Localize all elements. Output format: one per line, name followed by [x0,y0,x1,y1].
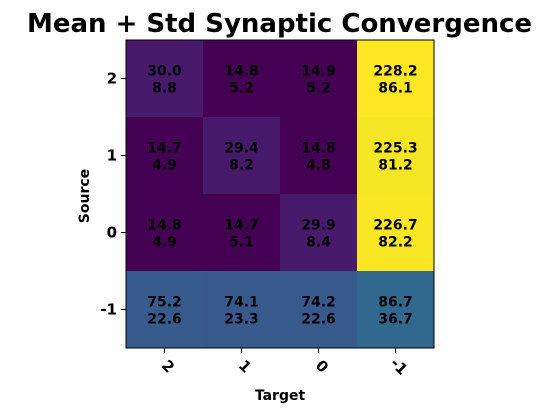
cell-mean-label: 225.3 [373,141,417,157]
heatmap-cell [357,271,434,348]
cell-std-label: 86.1 [378,81,413,97]
cell-std-label: 4.9 [152,235,177,251]
heatmap-cell-labels: 30.08.814.85.214.95.2228.286.114.74.929.… [147,64,417,328]
cell-mean-label: 14.8 [301,141,336,157]
cell-std-label: 5.2 [306,81,331,97]
cell-mean-label: 14.8 [224,64,259,80]
cell-std-label: 8.4 [306,235,331,251]
heatmap-cell [280,117,357,194]
x-tick-label: 2 [158,356,178,376]
cell-mean-label: 30.0 [147,64,182,80]
x-tick-label: 1 [235,356,255,376]
cell-mean-label: 29.9 [301,218,336,234]
cell-mean-label: 14.7 [147,141,182,157]
heatmap-cell [280,194,357,271]
chart-title: Mean + Std Synaptic Convergence [27,9,532,39]
heatmap-cell [203,271,280,348]
heatmap-cell [126,117,203,194]
heatmap-cell [357,40,434,117]
y-tick-label: 0 [107,224,117,242]
cell-std-label: 81.2 [378,158,413,174]
heatmap-cell [203,117,280,194]
cell-std-label: 22.6 [147,312,182,328]
heatmap-cell [203,194,280,271]
cell-mean-label: 75.2 [147,295,182,311]
y-tick-label: 1 [107,147,117,165]
x-tick-label: -1 [387,354,412,379]
y-tick-label: 2 [107,70,117,88]
cell-std-label: 5.1 [229,235,254,251]
cell-mean-label: 74.1 [224,295,259,311]
cell-mean-label: 14.7 [224,218,259,234]
cell-mean-label: 14.8 [147,218,182,234]
plot-frame [125,39,435,349]
heatmap-cell [280,271,357,348]
heatmap-cell [126,40,203,117]
x-tick-label: 0 [312,356,332,376]
x-axis-label: Target [255,388,306,404]
cell-std-label: 23.3 [224,312,259,328]
y-axis-label: Source [77,169,93,223]
cell-mean-label: 74.2 [301,295,336,311]
heatmap-cell [203,40,280,117]
cell-std-label: 8.8 [152,81,177,97]
heatmap-cell [357,194,434,271]
heatmap-cell [357,117,434,194]
cell-std-label: 36.7 [378,312,413,328]
cell-std-label: 5.2 [229,81,254,97]
cell-std-label: 22.6 [301,312,336,328]
cell-std-label: 4.9 [152,158,177,174]
cell-mean-label: 226.7 [373,218,417,234]
heatmap-cell [280,40,357,117]
cell-mean-label: 29.4 [224,141,259,157]
heatmap-cell [126,271,203,348]
y-tick-label: -1 [100,301,117,319]
cell-std-label: 4.8 [306,158,331,174]
cell-mean-label: 14.9 [301,64,336,80]
cell-mean-label: 228.2 [373,64,417,80]
heatmap-cell [126,194,203,271]
cell-std-label: 8.2 [229,158,254,174]
cell-std-label: 82.2 [378,235,413,251]
cell-mean-label: 86.7 [378,295,413,311]
heatmap-cells [126,40,434,348]
